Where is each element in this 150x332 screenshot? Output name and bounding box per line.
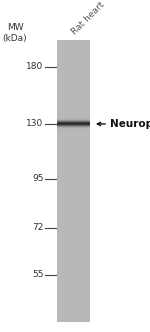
Text: MW
(kDa): MW (kDa) xyxy=(3,23,27,42)
Text: 180: 180 xyxy=(26,62,44,71)
Text: 55: 55 xyxy=(32,270,44,279)
Text: Rat heart: Rat heart xyxy=(70,0,106,37)
Text: 130: 130 xyxy=(26,120,44,128)
Bar xyxy=(57,40,90,322)
Text: 95: 95 xyxy=(32,174,44,183)
Text: Neuropilin 1: Neuropilin 1 xyxy=(110,119,150,129)
Text: 72: 72 xyxy=(32,223,44,232)
